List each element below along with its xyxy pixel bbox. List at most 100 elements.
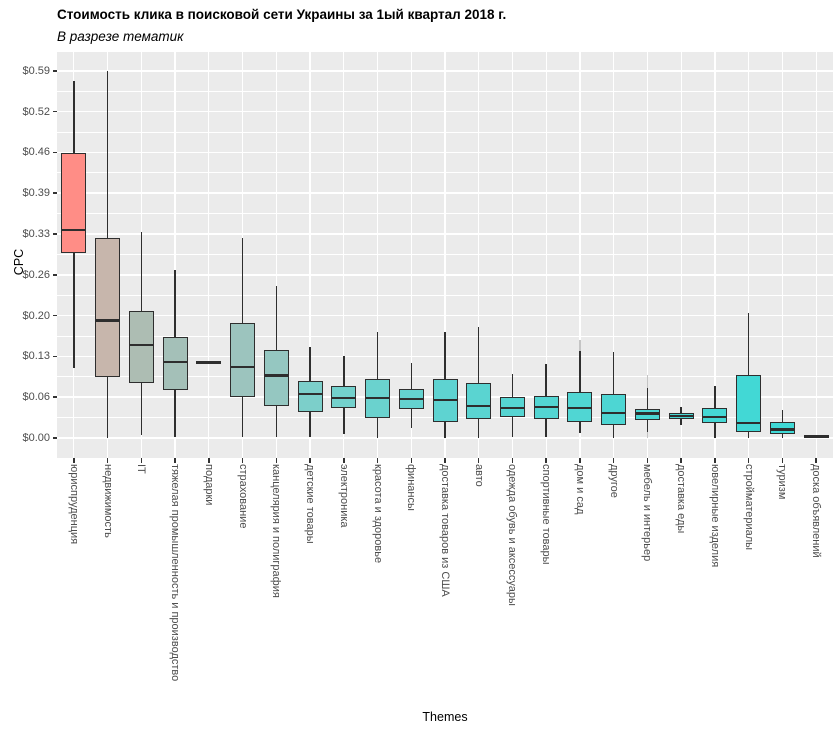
- gray-whisker-segment: [579, 340, 581, 351]
- x-tick-label: доска объявлений: [810, 464, 823, 558]
- vertical-gridline: [410, 52, 412, 458]
- vertical-gridline: [714, 52, 716, 458]
- x-tick-label: недвижимость: [101, 464, 114, 538]
- y-tick-mark: [52, 437, 57, 439]
- median-line: [803, 435, 829, 438]
- x-tick-mark: [747, 458, 750, 463]
- median-line: [634, 412, 660, 415]
- x-tick-label: мебель и интерьер: [641, 464, 654, 562]
- box: [128, 310, 154, 384]
- x-tick-label: детские товары: [304, 464, 317, 544]
- x-tick-mark: [73, 458, 75, 463]
- vertical-gridline: [343, 52, 345, 458]
- x-tick-mark: [106, 458, 109, 463]
- box: [230, 322, 256, 397]
- x-tick-mark: [646, 458, 649, 463]
- y-tick-mark: [52, 192, 57, 194]
- whisker-lower: [646, 419, 649, 432]
- whisker-lower: [73, 253, 75, 369]
- whisker-lower: [106, 376, 109, 438]
- x-tick-mark: [714, 458, 716, 463]
- median-line: [702, 415, 728, 419]
- vertical-gridline: [511, 52, 514, 458]
- whisker-upper: [545, 363, 547, 397]
- vertical-gridline: [545, 52, 547, 458]
- x-tick-label: юриспруденция: [67, 464, 80, 545]
- x-tick-label: электроника: [337, 464, 350, 528]
- whisker-lower: [241, 396, 244, 437]
- vertical-gridline: [478, 52, 480, 458]
- whisker-lower: [612, 424, 615, 438]
- whisker-upper: [73, 81, 75, 153]
- x-tick-mark: [309, 458, 311, 463]
- box: [601, 393, 627, 425]
- x-tick-mark: [579, 458, 581, 463]
- median-line: [533, 405, 559, 409]
- median-line: [466, 404, 492, 408]
- whisker-lower: [714, 423, 716, 438]
- x-tick-mark: [477, 458, 480, 463]
- whisker-upper: [410, 363, 412, 389]
- median-line: [668, 414, 694, 418]
- box: [162, 337, 188, 391]
- x-tick-mark: [410, 458, 412, 463]
- median-line: [263, 374, 289, 377]
- median-line: [95, 319, 121, 322]
- whisker-lower: [410, 408, 412, 429]
- whisker-lower: [140, 383, 143, 435]
- vertical-gridline: [748, 52, 750, 458]
- whisker-lower: [747, 431, 750, 438]
- y-tick-label: $0.06: [22, 391, 50, 404]
- median-line: [365, 396, 391, 400]
- whisker-upper: [680, 406, 682, 414]
- vertical-gridline: [208, 52, 210, 458]
- y-axis-title: CPC: [12, 248, 27, 276]
- x-tick-label: подарки: [202, 464, 215, 506]
- plot-panel: [57, 52, 833, 458]
- median-line: [297, 392, 323, 396]
- y-tick-label: $0.46: [22, 146, 50, 159]
- whisker-lower: [343, 408, 345, 435]
- whisker-upper: [646, 388, 649, 409]
- vertical-gridline: [579, 52, 581, 458]
- gray-whisker-segment: [646, 375, 649, 389]
- x-axis-title: Themes: [422, 710, 468, 724]
- y-tick-mark: [52, 70, 57, 72]
- x-tick-mark: [612, 458, 615, 463]
- y-tick-label: $0.26: [22, 268, 50, 281]
- whisker-lower: [781, 434, 784, 438]
- y-tick-mark: [52, 355, 57, 358]
- x-tick-mark: [174, 458, 176, 463]
- whisker-upper: [140, 231, 143, 311]
- x-tick-label: доставка еды: [675, 464, 688, 534]
- median-line: [230, 365, 256, 369]
- chart-subtitle: В разрезе тематик: [57, 29, 184, 44]
- y-tick-label: $0.59: [22, 64, 50, 77]
- y-tick-mark: [52, 233, 57, 235]
- median-line: [61, 228, 87, 232]
- x-tick-mark: [815, 458, 817, 463]
- median-line: [196, 360, 222, 364]
- x-tick-label: доставка товаров из США: [439, 464, 451, 597]
- whisker-lower: [376, 418, 379, 438]
- x-tick-label: красота и здоровье: [371, 464, 384, 564]
- x-tick-mark: [376, 458, 379, 463]
- median-line: [567, 406, 593, 410]
- y-tick-label: $0.52: [22, 105, 50, 118]
- x-tick-label: IT: [135, 464, 148, 474]
- whisker-upper: [579, 350, 581, 392]
- whisker-upper: [174, 269, 176, 338]
- median-line: [331, 396, 357, 400]
- vertical-gridline: [376, 52, 379, 458]
- x-tick-label: другое: [607, 464, 620, 498]
- whisker-upper: [343, 355, 345, 387]
- y-tick-label: $0.20: [22, 309, 50, 322]
- y-tick-label: $0.00: [22, 432, 50, 444]
- vertical-gridline: [815, 52, 817, 458]
- y-tick-mark: [52, 314, 57, 317]
- y-tick-mark: [52, 396, 57, 398]
- median-line: [499, 406, 525, 410]
- median-line: [162, 360, 188, 364]
- x-tick-mark: [511, 458, 514, 463]
